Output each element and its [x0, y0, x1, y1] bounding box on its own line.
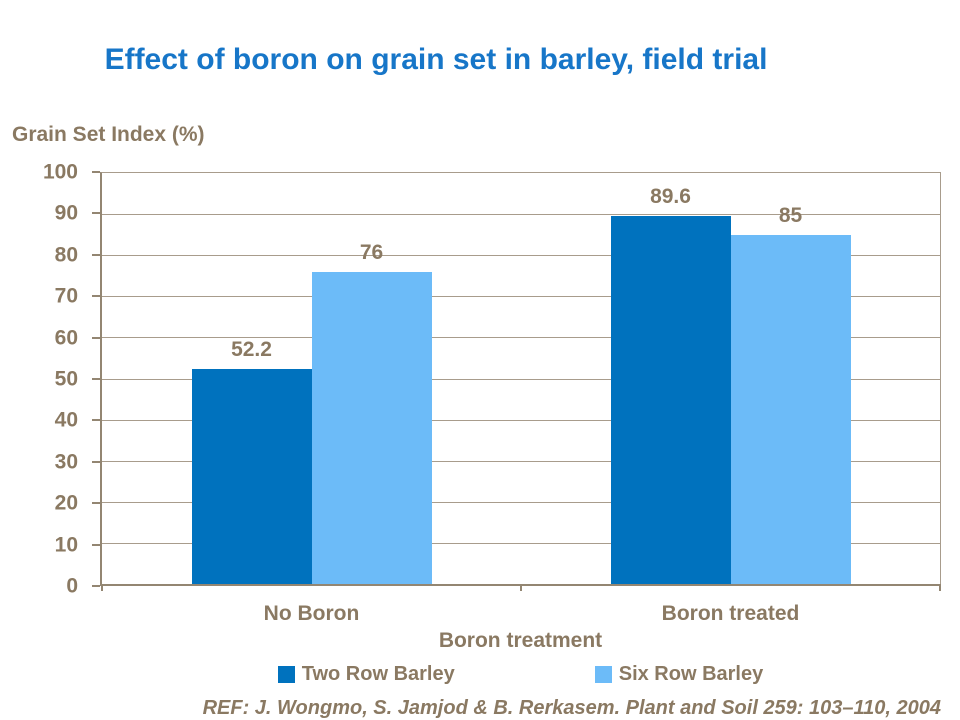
y-tick-mark — [92, 253, 100, 256]
y-tick-label: 50 — [54, 367, 78, 391]
y-tick-label: 70 — [54, 284, 78, 308]
legend-swatch-icon — [277, 666, 295, 683]
y-axis: 0 10 20 30 40 50 60 70 80 90 100 — [0, 162, 100, 597]
legend-item: Two Row Barley — [277, 663, 455, 686]
legend-swatch-icon — [594, 666, 612, 683]
y-tick-mark — [92, 585, 100, 587]
gridline — [102, 542, 940, 544]
bar-value-label: 85 — [778, 203, 803, 227]
y-tick-mark — [92, 295, 100, 298]
y-tick-mark — [92, 336, 100, 339]
y-tick-label: 0 — [66, 574, 78, 598]
chart-title: Effect of boron on grain set in barley, … — [104, 43, 768, 76]
legend: Two Row Barley Six Row Barley — [100, 663, 941, 686]
bar-two-row-barley — [191, 369, 312, 584]
legend-item: Six Row Barley — [594, 663, 764, 686]
gridline — [102, 501, 940, 503]
y-tick-mark — [92, 171, 100, 173]
y-axis-title: Grain Set Index (%) — [12, 123, 205, 146]
x-tick-mark — [939, 584, 941, 591]
y-tick-mark — [92, 212, 100, 215]
y-tick-mark — [92, 502, 100, 505]
gridline — [102, 255, 940, 257]
reference-citation: REF: J. Wongmo, S. Jamjod & B. Rerkasem.… — [202, 697, 941, 719]
y-tick-mark — [92, 543, 100, 546]
y-tick-label: 30 — [54, 450, 78, 474]
gridline — [102, 337, 940, 339]
x-tick-mark — [101, 584, 103, 591]
plot-area: 52.2 89.6 76 85 — [100, 172, 941, 591]
y-tick-label: 60 — [54, 326, 78, 350]
y-tick-label: 90 — [54, 201, 78, 225]
bar-six-row-barley — [311, 271, 432, 584]
x-axis-title: Boron treatment — [438, 629, 603, 652]
gridline — [102, 419, 940, 421]
gridline — [102, 296, 940, 298]
x-axis-category-labels: No Boron Boron treated — [102, 602, 940, 628]
y-tick-mark — [92, 460, 100, 463]
legend-series-label: Two Row Barley — [301, 663, 455, 685]
y-tick-mark — [92, 378, 100, 380]
x-tick-mark — [520, 584, 522, 591]
y-tick-label: 100 — [42, 160, 78, 184]
category-label: Boron treated — [661, 602, 800, 625]
y-tick-mark — [92, 419, 100, 422]
y-tick-label: 20 — [54, 491, 78, 515]
y-tick-label: 40 — [54, 408, 78, 432]
category-label: No Boron — [263, 602, 360, 625]
bar-value-label: 89.6 — [650, 184, 691, 208]
gridline — [102, 460, 940, 462]
gridline — [102, 214, 940, 216]
gridline — [102, 378, 940, 380]
legend-series-label: Six Row Barley — [618, 663, 764, 685]
bar-two-row-barley — [610, 215, 731, 584]
y-tick-label: 80 — [54, 243, 78, 267]
bar-six-row-barley — [730, 234, 851, 584]
bar-value-label: 76 — [359, 240, 384, 264]
bar-value-label: 52.2 — [231, 338, 272, 362]
y-tick-label: 10 — [54, 533, 78, 557]
